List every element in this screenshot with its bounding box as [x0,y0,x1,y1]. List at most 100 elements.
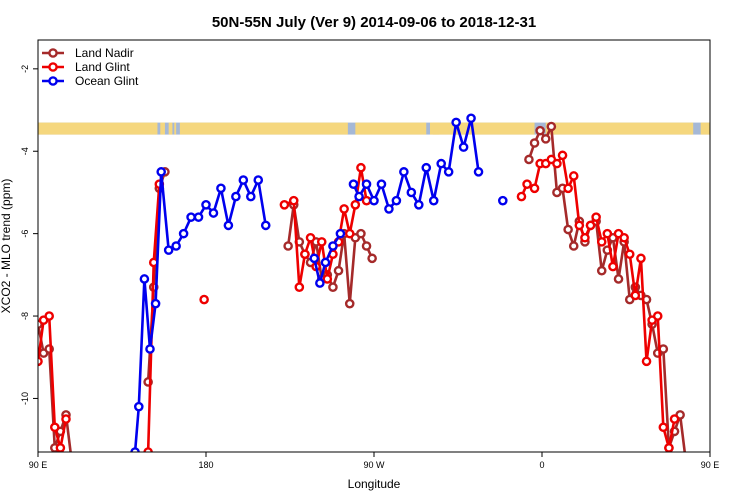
series-0-line-0 [38,324,72,452]
series-1-point-4-20 [630,290,641,301]
series-1-point-4-27 [669,414,680,424]
series-2-point-2-14 [451,117,461,128]
series-2 [130,113,508,452]
series-0-point-3-0 [524,154,534,165]
land-ocean-mask [38,122,710,135]
legend-marker-2 [48,76,58,86]
land-strip-3 [174,122,177,135]
y-tick-label-0: -2 [20,65,30,73]
series-1-point-4-22 [641,356,652,367]
series-2-point-0-7 [171,241,181,251]
land-strip-7 [430,122,535,135]
series-2-point-1-0 [309,253,320,264]
y-tick-label-3: -8 [20,312,30,320]
series-2-point-0-4 [150,298,161,309]
series-1-point-3-11 [344,228,355,239]
series-2-point-2-2 [361,179,372,189]
series-1-point-0-4 [55,443,66,452]
series-2-point-0-6 [163,245,174,255]
series-2-point-2-6 [391,195,402,206]
series-2-point-2-7 [399,167,409,177]
x-tick-label-2: 90 W [363,460,385,470]
series-2-point-2-10 [421,162,432,173]
y-axis: -2 -4 -6 -8 -10 [20,65,38,405]
chart-title: 50N-55N July (Ver 9) 2014-09-06 to 2018-… [212,14,536,31]
series-0-point-3-28 [682,457,689,464]
series-0-point-3-4 [546,121,557,132]
land-strip-1 [160,122,165,135]
series-1-point-2-0 [199,294,209,305]
series-1-point-4-26 [664,443,674,452]
series-0-point-3-2 [535,125,545,136]
series-2-point-2-12 [436,158,447,169]
series-2-point-0-16 [238,175,249,185]
legend-marker-1 [48,62,58,72]
series-2-point-2-8 [406,187,417,198]
series-1 [38,150,680,452]
series-1-line-4 [520,154,676,450]
series-0-point-2-8 [328,282,338,293]
series-1-point-0-2 [44,311,55,321]
series-1-point-4-9 [568,171,579,181]
series-2-point-0-5 [156,167,166,177]
legend-marker-0 [48,48,58,58]
x-axis-label: Longitude [348,477,401,491]
series-2-point-0-12 [208,208,219,218]
land-strip-5 [355,122,427,135]
y-tick-label-4: -10 [20,392,30,405]
series-2-point-2-5 [384,204,394,214]
land-strip-0 [38,122,158,135]
series-1-line-0 [38,314,68,450]
legend-label-1: Land Glint [75,60,130,74]
series-2-point-0-3 [145,344,155,354]
series-0-point-3-16 [613,274,624,284]
series-1-point-4-12 [585,220,596,231]
x-axis: 90 E 180 90 W 0 90 E [29,452,720,470]
series-1-point-4-2 [529,183,540,194]
series-1-point-0-3 [50,422,60,433]
series-0-point-2-13 [356,228,366,239]
legend-label-0: Land Nadir [75,46,134,60]
series-1-point-3-1 [288,195,299,206]
series-1-point-3-12 [350,199,361,210]
series-0-point-2-14 [361,241,372,251]
series-2-point-0-10 [193,212,204,222]
series-0-point-3-13 [596,265,607,276]
series-0-point-2-0 [283,241,293,251]
series-1-point-3-10 [339,204,349,214]
series-2-point-2-16 [466,113,476,124]
series-2-point-0-11 [201,199,211,210]
plot-area [38,113,710,464]
series-2-point-0-14 [223,220,234,231]
series-1-point-4-8 [563,183,573,194]
series-1-point-4-24 [652,311,663,321]
series-1-point-3-7 [322,274,333,284]
series-2-point-2-0 [348,179,359,189]
series-0-point-3-1 [529,138,540,148]
series-1-point-3-3 [300,249,310,260]
x-tick-label-4: 90 E [701,460,720,470]
series-2-point-2-1 [354,191,364,202]
series-2-point-2-17 [473,167,484,177]
series-2-point-2-15 [458,142,469,152]
series-2-point-1-4 [335,228,346,239]
y-axis-label: XCO2 - MLO trend (ppm) [0,179,13,314]
land-strip-8 [545,122,694,135]
series-1-point-4-11 [580,232,590,243]
series-0-point-3-7 [563,224,573,235]
y-tick-label-1: -4 [20,147,30,155]
series-1-point-4-25 [658,422,669,433]
series-0-point-3-8 [568,241,579,251]
series-2-point-1-3 [328,241,338,251]
series-1-point-4-0 [516,191,527,202]
y-tick-label-2: -6 [20,230,30,238]
series-0-point-2-15 [367,253,377,264]
series-0-point-2-9 [333,265,344,276]
series-1-point-4-1 [522,179,532,189]
series-2-point-0-17 [245,191,256,202]
series-2-point-0-1 [133,401,144,412]
series-1-point-4-19 [624,249,635,260]
series-1-point-4-7 [557,150,568,161]
